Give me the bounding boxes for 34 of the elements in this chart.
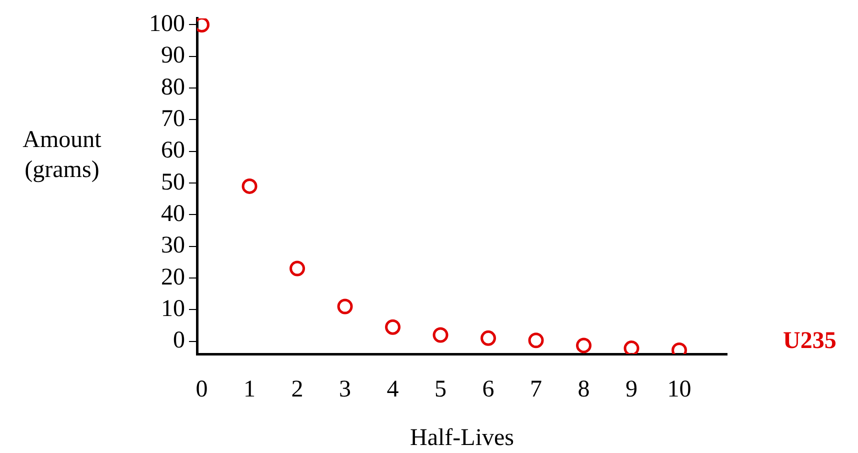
y-tick-label: 20 (161, 264, 185, 290)
x-tick-label: 3 (339, 376, 352, 403)
x-tick-label: 0 (196, 376, 208, 403)
y-tick-label: 50 (161, 169, 185, 196)
x-tick-label: 5 (434, 376, 447, 403)
x-tick-label: 7 (530, 376, 542, 403)
y-tick-label: 80 (161, 74, 185, 100)
y-tick-label: 30 (161, 232, 185, 259)
y-tick-label: 70 (161, 106, 185, 132)
x-tick-label: 8 (578, 376, 590, 403)
x-tick-label: 4 (386, 376, 399, 403)
y-tick-label: 10 (161, 296, 185, 322)
text: U235 (783, 328, 836, 354)
y-tick-label: 40 (161, 200, 185, 227)
point (242, 178, 258, 194)
x-tick-label: 10 (667, 376, 692, 403)
x-tick-label: 6 (482, 376, 494, 403)
x-tick-label: 9 (626, 376, 638, 403)
y-tick-label: 90 (161, 42, 185, 69)
x-tick-label: 1 (244, 376, 256, 403)
y-tick-label: 0 (173, 328, 185, 354)
point (290, 260, 306, 276)
point (480, 330, 496, 346)
point (385, 319, 401, 335)
point (432, 327, 448, 343)
x-tick-label: 2 (291, 376, 304, 403)
point (576, 338, 592, 354)
y-axis-title: Amount (grams) (22, 126, 102, 185)
point (624, 340, 640, 354)
y-tick-label: 100 (149, 11, 185, 38)
point (337, 298, 353, 314)
point (528, 332, 544, 348)
y-tick-label: 60 (161, 138, 185, 164)
x-axis-title: Half-Lives (410, 424, 514, 451)
